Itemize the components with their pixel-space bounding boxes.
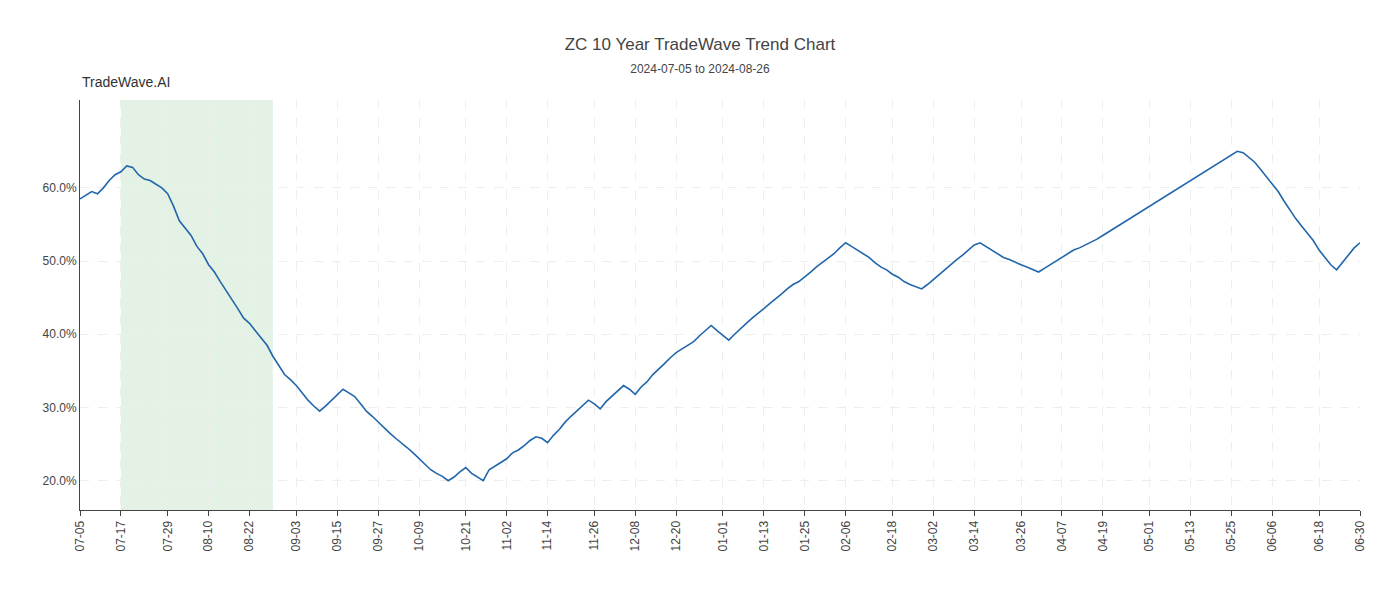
svg-text:07-17: 07-17 <box>114 520 128 551</box>
svg-text:05-13: 05-13 <box>1183 520 1197 551</box>
svg-text:20.0%: 20.0% <box>43 474 77 488</box>
svg-text:08-10: 08-10 <box>201 520 215 551</box>
svg-text:12-20: 12-20 <box>669 520 683 551</box>
svg-text:TradeWave.AI: TradeWave.AI <box>82 74 170 90</box>
svg-text:12-08: 12-08 <box>628 520 642 551</box>
svg-text:06-30: 06-30 <box>1353 520 1367 551</box>
svg-text:ZC 10 Year TradeWave Trend Cha: ZC 10 Year TradeWave Trend Chart <box>565 35 836 54</box>
svg-text:30.0%: 30.0% <box>43 401 77 415</box>
svg-text:06-06: 06-06 <box>1265 520 1279 551</box>
svg-text:50.0%: 50.0% <box>43 254 77 268</box>
svg-text:04-07: 04-07 <box>1055 520 1069 551</box>
svg-text:07-05: 07-05 <box>73 520 87 551</box>
svg-text:10-21: 10-21 <box>459 520 473 551</box>
svg-text:03-14: 03-14 <box>967 520 981 551</box>
svg-text:08-22: 08-22 <box>242 520 256 551</box>
svg-text:06-18: 06-18 <box>1312 520 1326 551</box>
svg-text:09-15: 09-15 <box>330 520 344 551</box>
svg-text:03-02: 03-02 <box>926 520 940 551</box>
svg-text:11-14: 11-14 <box>540 520 554 550</box>
svg-text:03-26: 03-26 <box>1014 520 1028 551</box>
svg-text:05-25: 05-25 <box>1224 520 1238 551</box>
svg-text:05-01: 05-01 <box>1142 520 1156 551</box>
svg-text:11-02: 11-02 <box>500 520 514 550</box>
svg-text:2024-07-05 to 2024-08-26: 2024-07-05 to 2024-08-26 <box>630 62 770 76</box>
svg-text:01-13: 01-13 <box>757 520 771 551</box>
svg-text:02-06: 02-06 <box>839 520 853 551</box>
svg-text:40.0%: 40.0% <box>43 327 77 341</box>
svg-text:01-25: 01-25 <box>798 520 812 551</box>
svg-text:09-27: 09-27 <box>371 520 385 551</box>
svg-text:01-01: 01-01 <box>716 520 730 551</box>
svg-text:10-09: 10-09 <box>412 520 426 551</box>
svg-text:09-03: 09-03 <box>289 520 303 551</box>
svg-text:60.0%: 60.0% <box>43 181 77 195</box>
svg-text:04-19: 04-19 <box>1096 520 1110 551</box>
svg-text:02-18: 02-18 <box>885 520 899 551</box>
svg-text:11-26: 11-26 <box>587 520 601 550</box>
svg-text:07-29: 07-29 <box>161 520 175 551</box>
